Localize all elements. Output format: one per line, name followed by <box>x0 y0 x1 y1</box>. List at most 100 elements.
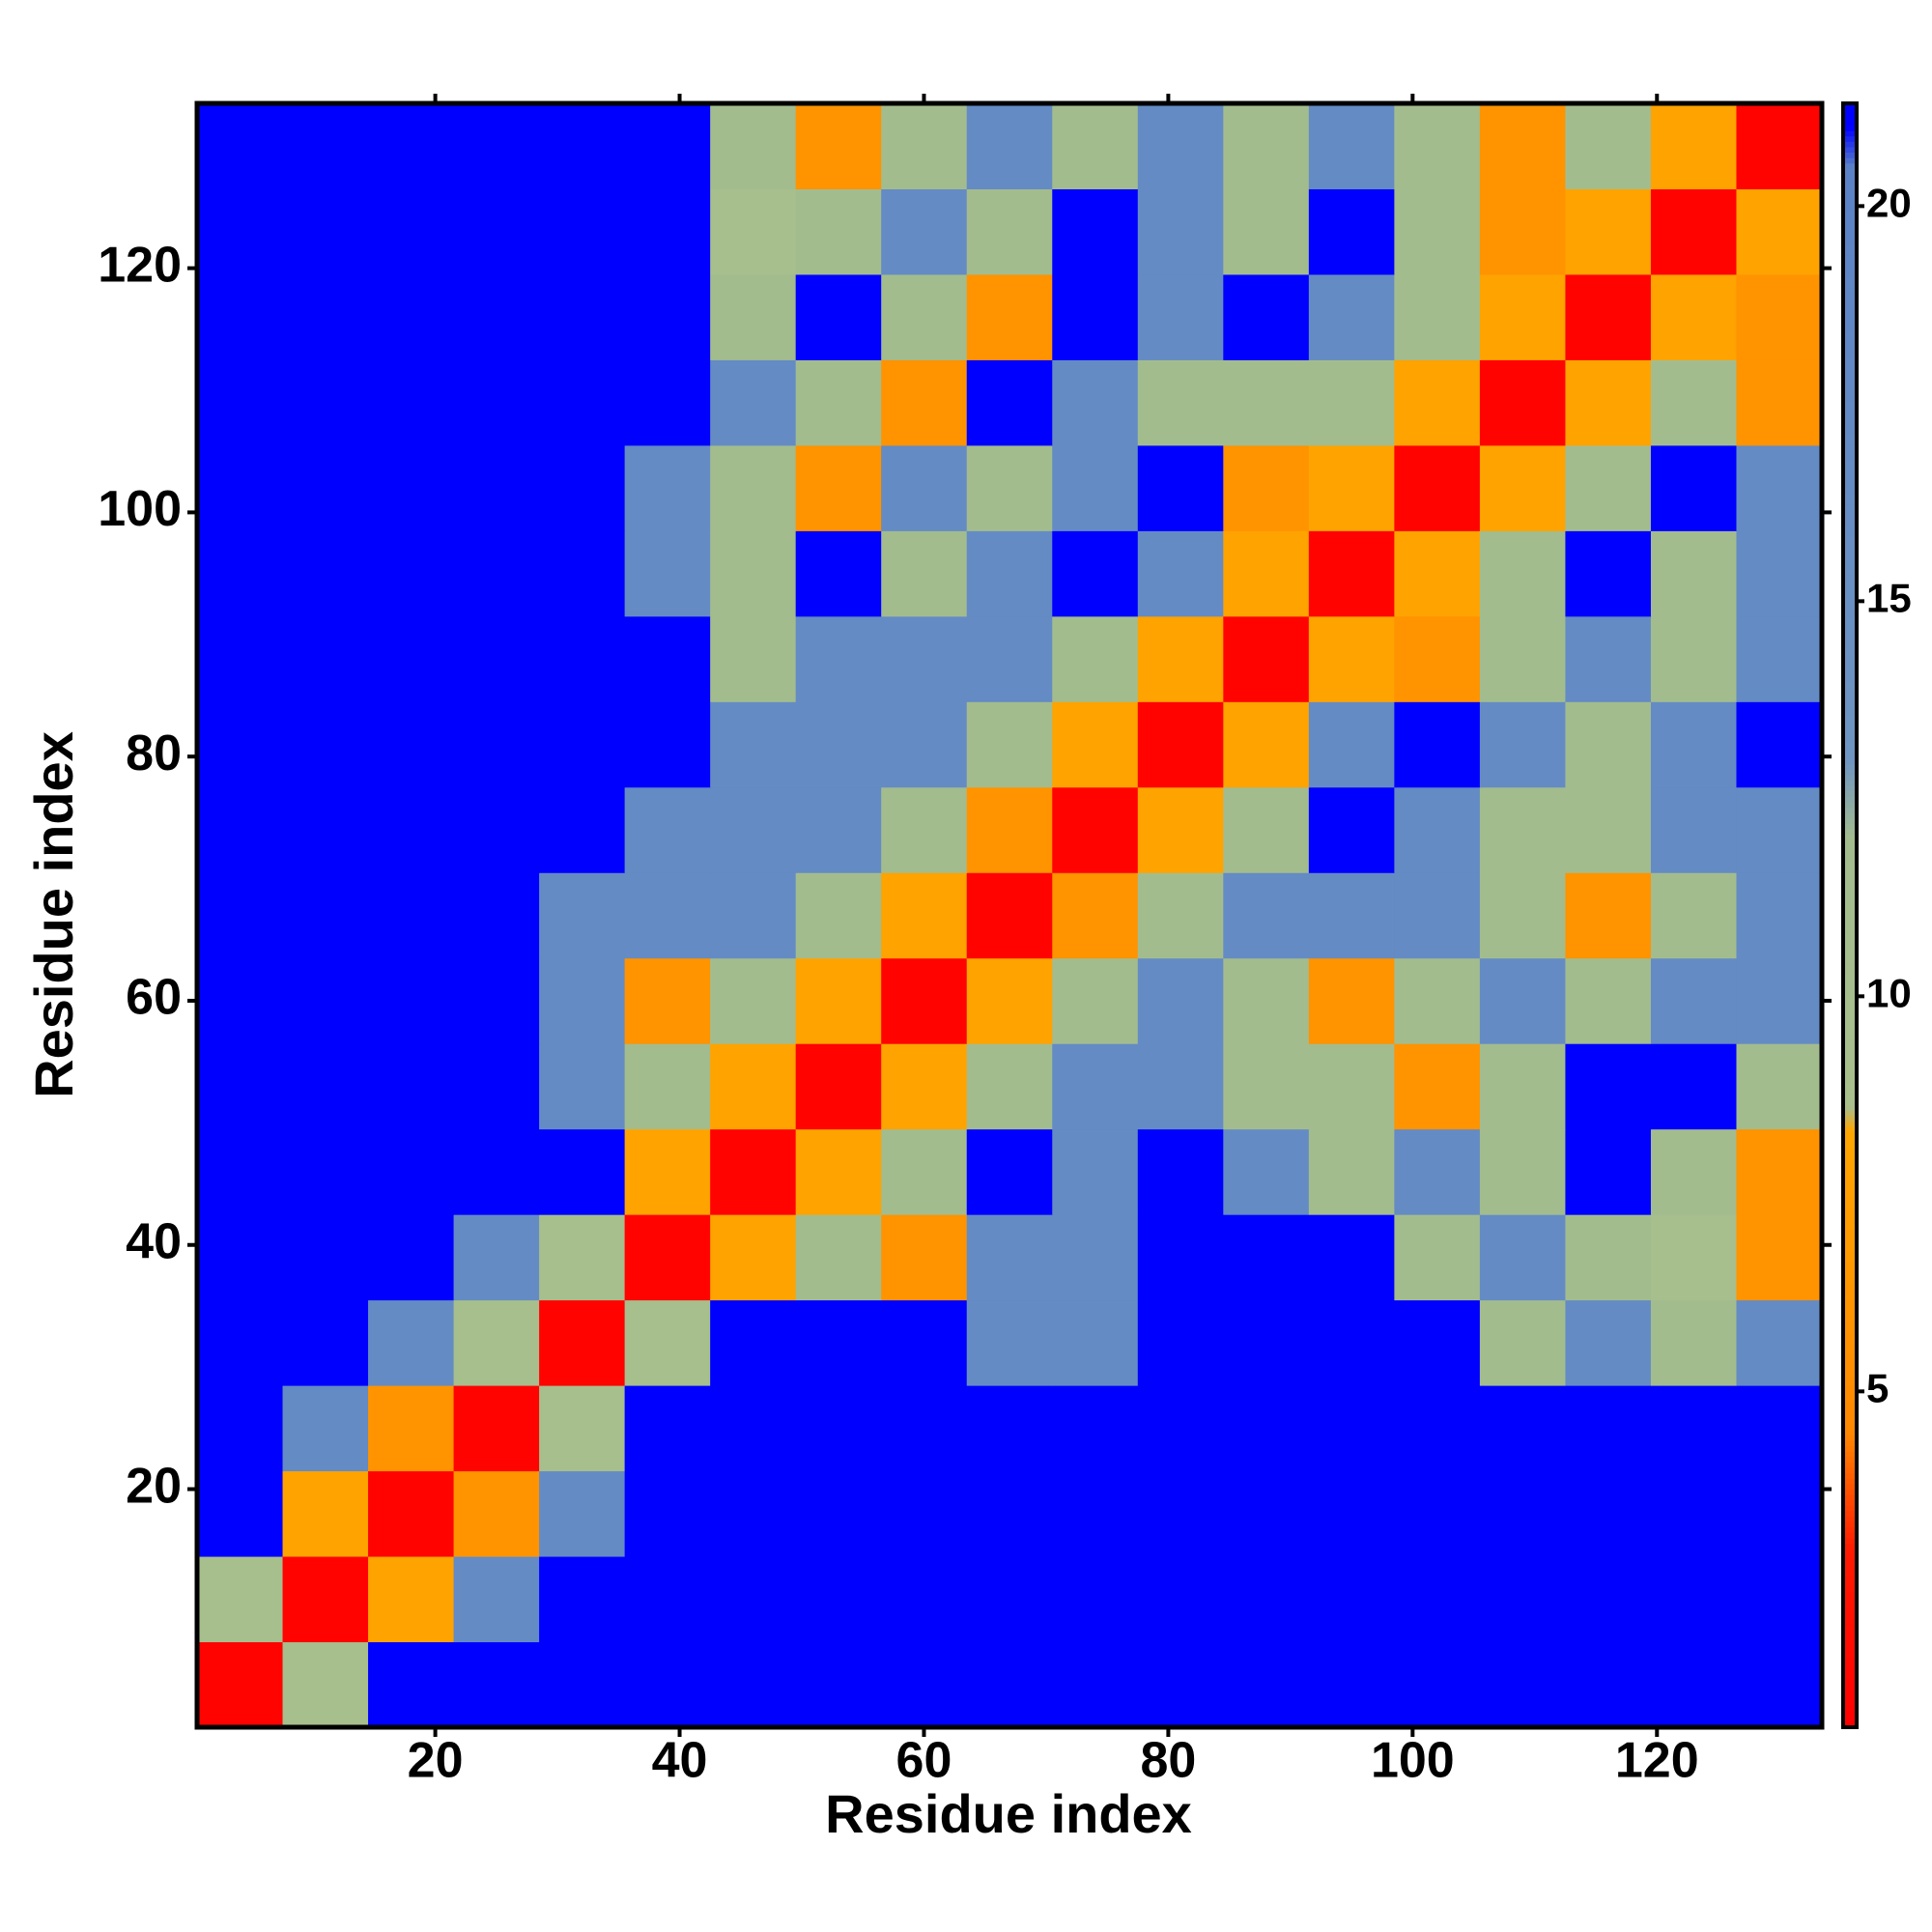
colorbar-step <box>1843 482 1857 489</box>
heatmap-cell <box>966 188 1053 275</box>
heatmap-cell <box>1650 615 1737 702</box>
colorbar-step <box>1843 607 1857 613</box>
colorbar-step <box>1843 1337 1857 1344</box>
heatmap-cell <box>1137 1128 1224 1215</box>
heatmap-cell <box>624 103 711 189</box>
colorbar-step <box>1843 666 1857 672</box>
colorbar-step <box>1843 715 1857 722</box>
heatmap-cell <box>1137 701 1224 788</box>
colorbar-step <box>1843 1516 1857 1522</box>
colorbar-step <box>1843 1153 1857 1160</box>
colorbar-step <box>1843 747 1857 753</box>
colorbar-step <box>1843 1235 1857 1241</box>
heatmap-cell <box>966 1470 1053 1557</box>
colorbar-step <box>1843 1180 1857 1187</box>
heatmap-cell <box>453 103 540 189</box>
colorbar-step <box>1843 368 1857 375</box>
heatmap-cell <box>1137 1641 1224 1728</box>
colorbar-step <box>1843 1413 1857 1420</box>
colorbar-step <box>1843 1467 1857 1474</box>
heatmap-cell <box>539 1299 626 1386</box>
heatmap-cell <box>710 1128 797 1215</box>
heatmap-cell <box>624 1385 711 1472</box>
colorbar-step <box>1843 520 1857 526</box>
heatmap-cell <box>881 188 968 275</box>
heatmap-cell <box>1394 701 1481 788</box>
heatmap-cell <box>1308 273 1395 360</box>
heatmap-cell <box>539 701 626 788</box>
colorbar-step <box>1843 1202 1857 1208</box>
heatmap-cell <box>624 1641 711 1728</box>
colorbar-step <box>1843 1391 1857 1398</box>
y-tick-label: 20 <box>126 1458 182 1514</box>
heatmap-cell <box>1137 957 1224 1044</box>
colorbar-step <box>1843 1603 1857 1609</box>
colorbar-step <box>1843 1262 1857 1268</box>
colorbar-step <box>1843 877 1857 884</box>
heatmap-cell <box>1223 188 1310 275</box>
heatmap-cell <box>1052 1470 1139 1557</box>
heatmap-cell <box>1565 1128 1652 1215</box>
colorbar-step <box>1843 1044 1857 1052</box>
heatmap-cell <box>1479 872 1566 959</box>
heatmap-cell <box>795 1214 882 1301</box>
heatmap-cell <box>368 1128 455 1215</box>
colorbar-step <box>1843 1440 1857 1447</box>
heatmap-cell <box>197 1299 284 1386</box>
heatmap-cell <box>1479 273 1566 360</box>
heatmap-cell <box>1394 1470 1481 1557</box>
colorbar-step <box>1843 401 1857 408</box>
heatmap-cell <box>795 872 882 959</box>
heatmap-cell <box>197 1128 284 1215</box>
heatmap-cell <box>1137 1214 1224 1301</box>
heatmap-cell <box>1052 103 1139 189</box>
heatmap-cell <box>453 273 540 360</box>
heatmap-cell <box>282 444 369 531</box>
heatmap-cell <box>881 615 968 702</box>
heatmap-cell <box>1137 615 1224 702</box>
heatmap-cell <box>1650 188 1737 275</box>
heatmap-cell <box>1479 701 1566 788</box>
heatmap-cell <box>197 359 284 446</box>
colorbar-step <box>1843 1672 1857 1680</box>
colorbar-step <box>1843 1066 1857 1073</box>
colorbar-step <box>1843 975 1857 981</box>
colorbar-tick-label: 20 <box>1866 180 1912 225</box>
colorbar-step <box>1843 1456 1857 1463</box>
heatmap-cell <box>624 1043 711 1130</box>
heatmap-cell <box>1052 701 1139 788</box>
colorbar-step <box>1843 412 1857 418</box>
heatmap-cell <box>539 1385 626 1472</box>
heatmap-cell <box>368 615 455 702</box>
heatmap-cell <box>1479 1299 1566 1386</box>
heatmap-cell <box>539 444 626 531</box>
heatmap-cell <box>881 1385 968 1472</box>
heatmap-cell <box>1479 1385 1566 1472</box>
heatmap-cell <box>710 103 797 189</box>
colorbar-step <box>1843 1343 1857 1350</box>
colorbar-step <box>1843 676 1857 684</box>
colorbar-step <box>1843 547 1857 554</box>
heatmap-cell <box>1650 1641 1737 1728</box>
heatmap-cell <box>1479 615 1566 702</box>
heatmap-cell <box>1650 786 1737 873</box>
colorbar-step <box>1843 114 1857 121</box>
colorbar-step <box>1843 1029 1857 1036</box>
colorbar-step <box>1843 1510 1857 1518</box>
heatmap-cell <box>1650 1299 1737 1386</box>
colorbar-step <box>1843 1266 1857 1273</box>
colorbar-step <box>1843 894 1857 900</box>
colorbar-step <box>1843 1094 1857 1100</box>
heatmap-cell <box>966 872 1053 959</box>
colorbar-step <box>1843 498 1857 505</box>
heatmap-cell <box>1308 1043 1395 1130</box>
colorbar-step <box>1843 1424 1857 1431</box>
heatmap-cell <box>1308 701 1395 788</box>
x-tick-label: 20 <box>408 1733 464 1789</box>
heatmap-cell <box>624 530 711 617</box>
colorbar-step <box>1843 526 1857 532</box>
heatmap-cell <box>1650 701 1737 788</box>
colorbar-step <box>1843 1462 1857 1468</box>
heatmap-cell <box>539 872 626 959</box>
heatmap-cell <box>1052 1641 1139 1728</box>
